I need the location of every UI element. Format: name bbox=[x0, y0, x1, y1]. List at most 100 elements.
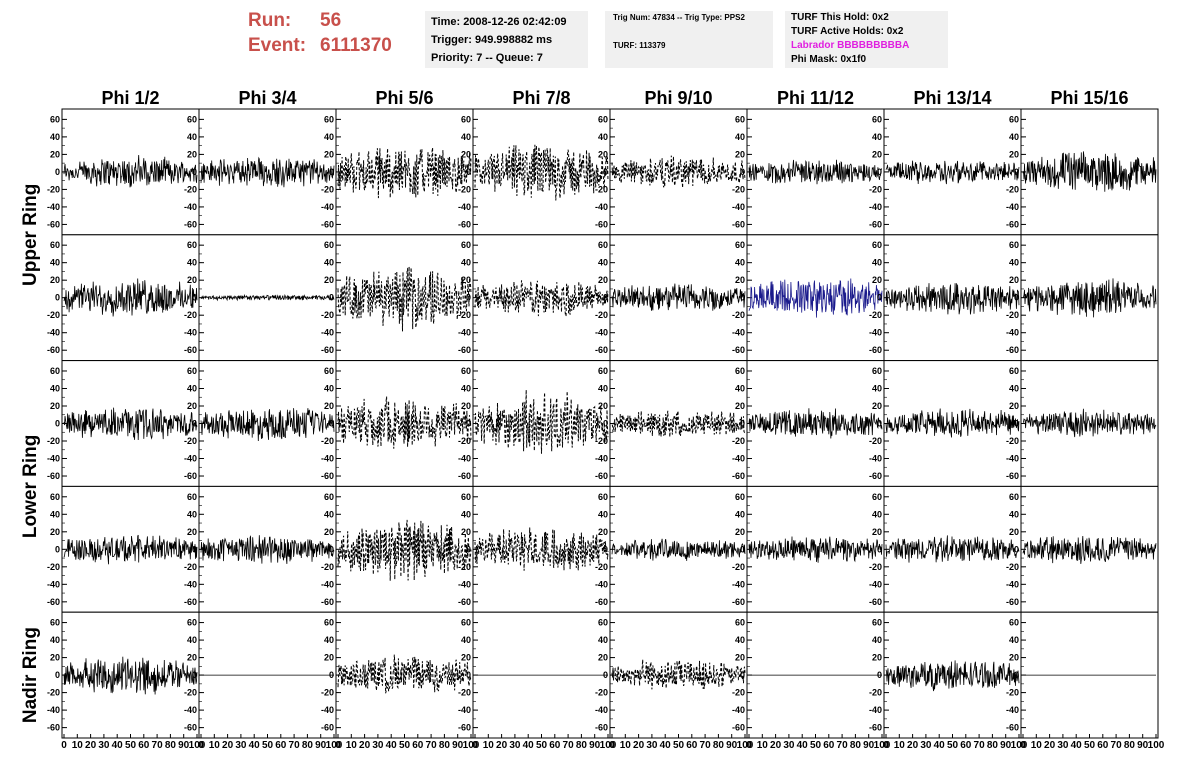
y-tick-label: -60 bbox=[458, 597, 471, 607]
y-tick-label: -40 bbox=[184, 579, 197, 589]
y-tick-label: 20 bbox=[50, 527, 60, 537]
panel-frame bbox=[335, 108, 474, 236]
x-tick-label: 80 bbox=[713, 740, 725, 751]
y-tick-label: 0 bbox=[603, 167, 608, 177]
y-tick-label: 20 bbox=[50, 653, 60, 663]
y-tick-label: -60 bbox=[732, 345, 745, 355]
y-tick-label: 40 bbox=[50, 132, 60, 142]
y-tick-label: -60 bbox=[47, 597, 60, 607]
y-tick-label: 20 bbox=[187, 149, 197, 159]
y-tick-label: -60 bbox=[184, 723, 197, 733]
waveform-trace bbox=[337, 147, 472, 199]
x-tick-label: 50 bbox=[1084, 740, 1096, 751]
y-tick-label: -20 bbox=[321, 562, 334, 572]
y-tick-label: 20 bbox=[461, 653, 471, 663]
y-tick-label: 60 bbox=[872, 240, 882, 250]
y-tick-label: -20 bbox=[1006, 688, 1019, 698]
y-tick-label: 40 bbox=[598, 132, 608, 142]
x-tick-label: 30 bbox=[646, 740, 658, 751]
y-tick-label: -20 bbox=[321, 688, 334, 698]
turf-num-text: TURF: 113379 bbox=[613, 41, 666, 50]
y-tick-label: 40 bbox=[598, 258, 608, 268]
y-tick-label: -20 bbox=[47, 310, 60, 320]
y-tick-label: -40 bbox=[458, 454, 471, 464]
y-tick-label: 40 bbox=[187, 383, 197, 393]
waveform-trace bbox=[200, 535, 335, 564]
waveform-trace bbox=[611, 410, 746, 438]
waveform-panel-r3-c1: -60 -40 -20 0 20 40 60 bbox=[47, 360, 200, 487]
y-tick-label: 60 bbox=[735, 492, 745, 502]
waveform-trace bbox=[200, 408, 335, 442]
x-tick-label: 10 bbox=[894, 740, 906, 751]
y-tick-label: 40 bbox=[1009, 509, 1019, 519]
x-tick-label: 100 bbox=[1148, 740, 1165, 751]
waveform-panel-r1-c8: -60 -40 -20 0 20 40 60 bbox=[1006, 108, 1159, 236]
x-tick-label: 70 bbox=[974, 740, 986, 751]
y-tick-label: -20 bbox=[321, 184, 334, 194]
waveform-trace bbox=[1022, 151, 1157, 192]
waveform-panel-r5-c1: -60 -40 -20 0 20 40 60 bbox=[47, 611, 200, 739]
x-tick-label: 90 bbox=[1137, 740, 1149, 751]
y-tick-label: -20 bbox=[47, 436, 60, 446]
x-tick-label: 80 bbox=[850, 740, 862, 751]
waveform-panel-r1-c3: -60 -40 -20 0 20 40 60 bbox=[321, 108, 474, 236]
x-tick-label: 30 bbox=[1057, 740, 1069, 751]
waveform-panel-r3-c7: -60 -40 -20 0 20 40 60 bbox=[869, 360, 1022, 487]
y-tick-label: -20 bbox=[869, 310, 882, 320]
y-tick-label: 0 bbox=[603, 544, 608, 554]
x-tick-label: 0 bbox=[61, 740, 67, 751]
x-tick-label: 0 bbox=[335, 740, 341, 751]
x-tick-label: 0 bbox=[1020, 740, 1026, 751]
waveform-panel-r1-c7: -60 -40 -20 0 20 40 60 bbox=[869, 108, 1022, 236]
y-tick-label: -60 bbox=[184, 597, 197, 607]
y-tick-label: 20 bbox=[187, 527, 197, 537]
y-tick-label: 0 bbox=[55, 419, 60, 429]
y-tick-label: 60 bbox=[872, 366, 882, 376]
waveform-panel-r4-c3: -60 -40 -20 0 20 40 60 bbox=[321, 485, 474, 613]
x-tick-label: 30 bbox=[920, 740, 932, 751]
waveform-panel-r3-c4: -60 -40 -20 0 20 40 60 bbox=[458, 360, 611, 487]
x-tick-label: 20 bbox=[770, 740, 782, 751]
x-tick-label: 30 bbox=[783, 740, 795, 751]
y-tick-label: 0 bbox=[740, 293, 745, 303]
x-tick-label: 40 bbox=[112, 740, 124, 751]
waveform-trace bbox=[63, 656, 198, 695]
y-tick-label: -60 bbox=[1006, 345, 1019, 355]
y-tick-label: 0 bbox=[466, 544, 471, 554]
y-tick-label: -40 bbox=[47, 328, 60, 338]
y-tick-label: -60 bbox=[732, 471, 745, 481]
y-tick-label: 40 bbox=[461, 509, 471, 519]
event-value: 6111370 bbox=[320, 35, 392, 56]
y-tick-label: -60 bbox=[869, 471, 882, 481]
x-tick-label: 0 bbox=[883, 740, 889, 751]
y-tick-label: 60 bbox=[1009, 114, 1019, 124]
y-tick-label: -40 bbox=[595, 579, 608, 589]
panel-frame bbox=[883, 234, 1022, 362]
waveform-panel-r3-c3: -60 -40 -20 0 20 40 60 bbox=[321, 360, 474, 487]
waveform-trace bbox=[748, 159, 883, 185]
waveform-trace bbox=[337, 654, 472, 694]
y-tick-label: 40 bbox=[50, 635, 60, 645]
y-tick-label: -40 bbox=[732, 328, 745, 338]
waveform-panel-r5-c5: -60 -40 -20 0 20 40 60 bbox=[595, 611, 748, 739]
y-tick-label: 0 bbox=[877, 293, 882, 303]
y-tick-label: -20 bbox=[732, 184, 745, 194]
waveform-trace bbox=[748, 536, 883, 563]
y-tick-label: -20 bbox=[321, 310, 334, 320]
y-tick-label: -60 bbox=[732, 597, 745, 607]
x-tick-label: 0 bbox=[198, 740, 204, 751]
y-tick-label: 60 bbox=[598, 366, 608, 376]
x-tick-label: 80 bbox=[439, 740, 451, 751]
waveform-grid-chart: Phi 1/2 Phi 3/4 Phi 5/6 Phi 7/8 Phi 9/10 Phi … bbox=[20, 88, 1165, 751]
x-tick-label: 50 bbox=[810, 740, 822, 751]
y-tick-label: -60 bbox=[1006, 723, 1019, 733]
y-tick-label: 0 bbox=[877, 167, 882, 177]
y-tick-label: -40 bbox=[321, 202, 334, 212]
y-tick-label: 40 bbox=[324, 132, 334, 142]
y-tick-label: 20 bbox=[872, 275, 882, 285]
waveform-panel-r2-c5: -60 -40 -20 0 20 40 60 bbox=[595, 234, 748, 362]
x-tick-label: 60 bbox=[549, 740, 561, 751]
y-tick-label: 60 bbox=[324, 114, 334, 124]
x-tick-label: 60 bbox=[412, 740, 424, 751]
panel-frame bbox=[472, 360, 611, 487]
